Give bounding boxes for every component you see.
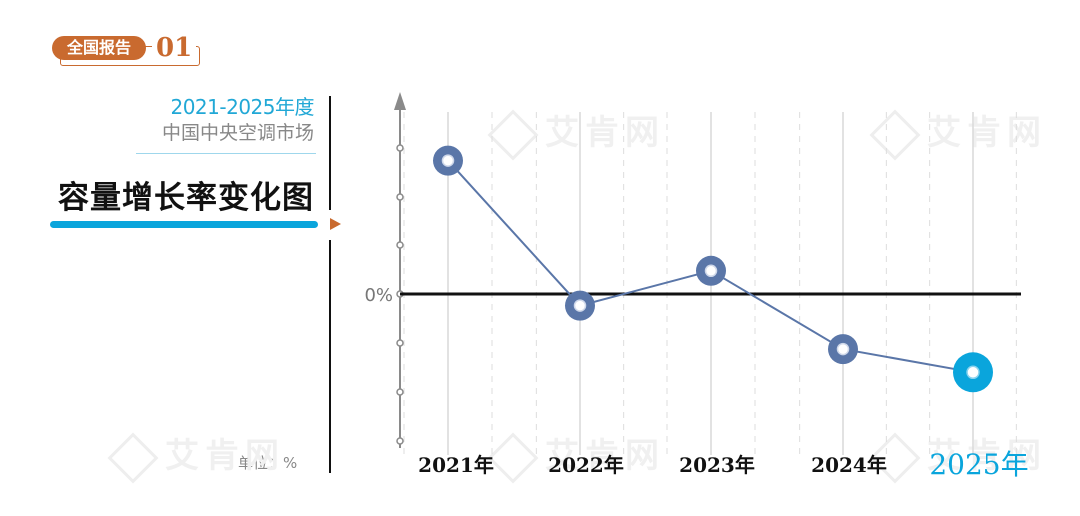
data-point-center <box>836 342 850 356</box>
y-axis-arrow-icon <box>394 92 406 110</box>
y-axis-tick <box>396 144 404 152</box>
chart-title: 容量增长率变化图 <box>58 180 314 216</box>
y-tick-label: 0% <box>364 285 393 306</box>
watermark: 艾肯网 <box>487 105 665 160</box>
y-axis-tick <box>396 339 404 347</box>
x-tick-label: 2021年 <box>418 453 494 477</box>
data-point-center <box>573 299 587 312</box>
subtitle-market: 中国中央空调市场 <box>161 122 314 144</box>
unit-label: 单位：% <box>238 454 298 472</box>
y-axis-tick <box>396 241 404 249</box>
watermark: 艾肯网 <box>487 428 665 483</box>
data-point-center <box>441 154 455 167</box>
y-axis-tick <box>396 437 404 445</box>
x-tick-label: 2024年 <box>811 453 887 477</box>
divider-line-top <box>329 96 331 210</box>
data-point-center <box>966 365 980 380</box>
subtitle-years: 2021-2025年度 <box>170 95 314 119</box>
x-tick-label: 2023年 <box>679 453 755 477</box>
divider-line-bottom <box>329 240 331 473</box>
arrow-right-icon <box>330 218 341 230</box>
subtitle-divider <box>136 153 316 154</box>
title-underline-bar <box>50 221 318 228</box>
report-badge: 全国报告 01 <box>52 33 202 68</box>
badge-label: 全国报告 <box>52 36 146 60</box>
badge-number: 01 <box>152 33 197 63</box>
watermark: 艾肯网 <box>869 428 1047 483</box>
data-point-center <box>704 264 718 278</box>
y-axis-tick <box>396 193 404 201</box>
subtitle-block: 2021-2025年度 中国中央空调市场 <box>161 94 315 146</box>
watermark: 艾肯网 <box>107 428 285 483</box>
x-tick-label: 2022年 <box>548 453 624 477</box>
watermark: 艾肯网 <box>869 105 1047 160</box>
x-tick-label: 2025年 <box>929 448 1028 481</box>
y-axis-tick <box>396 388 404 396</box>
